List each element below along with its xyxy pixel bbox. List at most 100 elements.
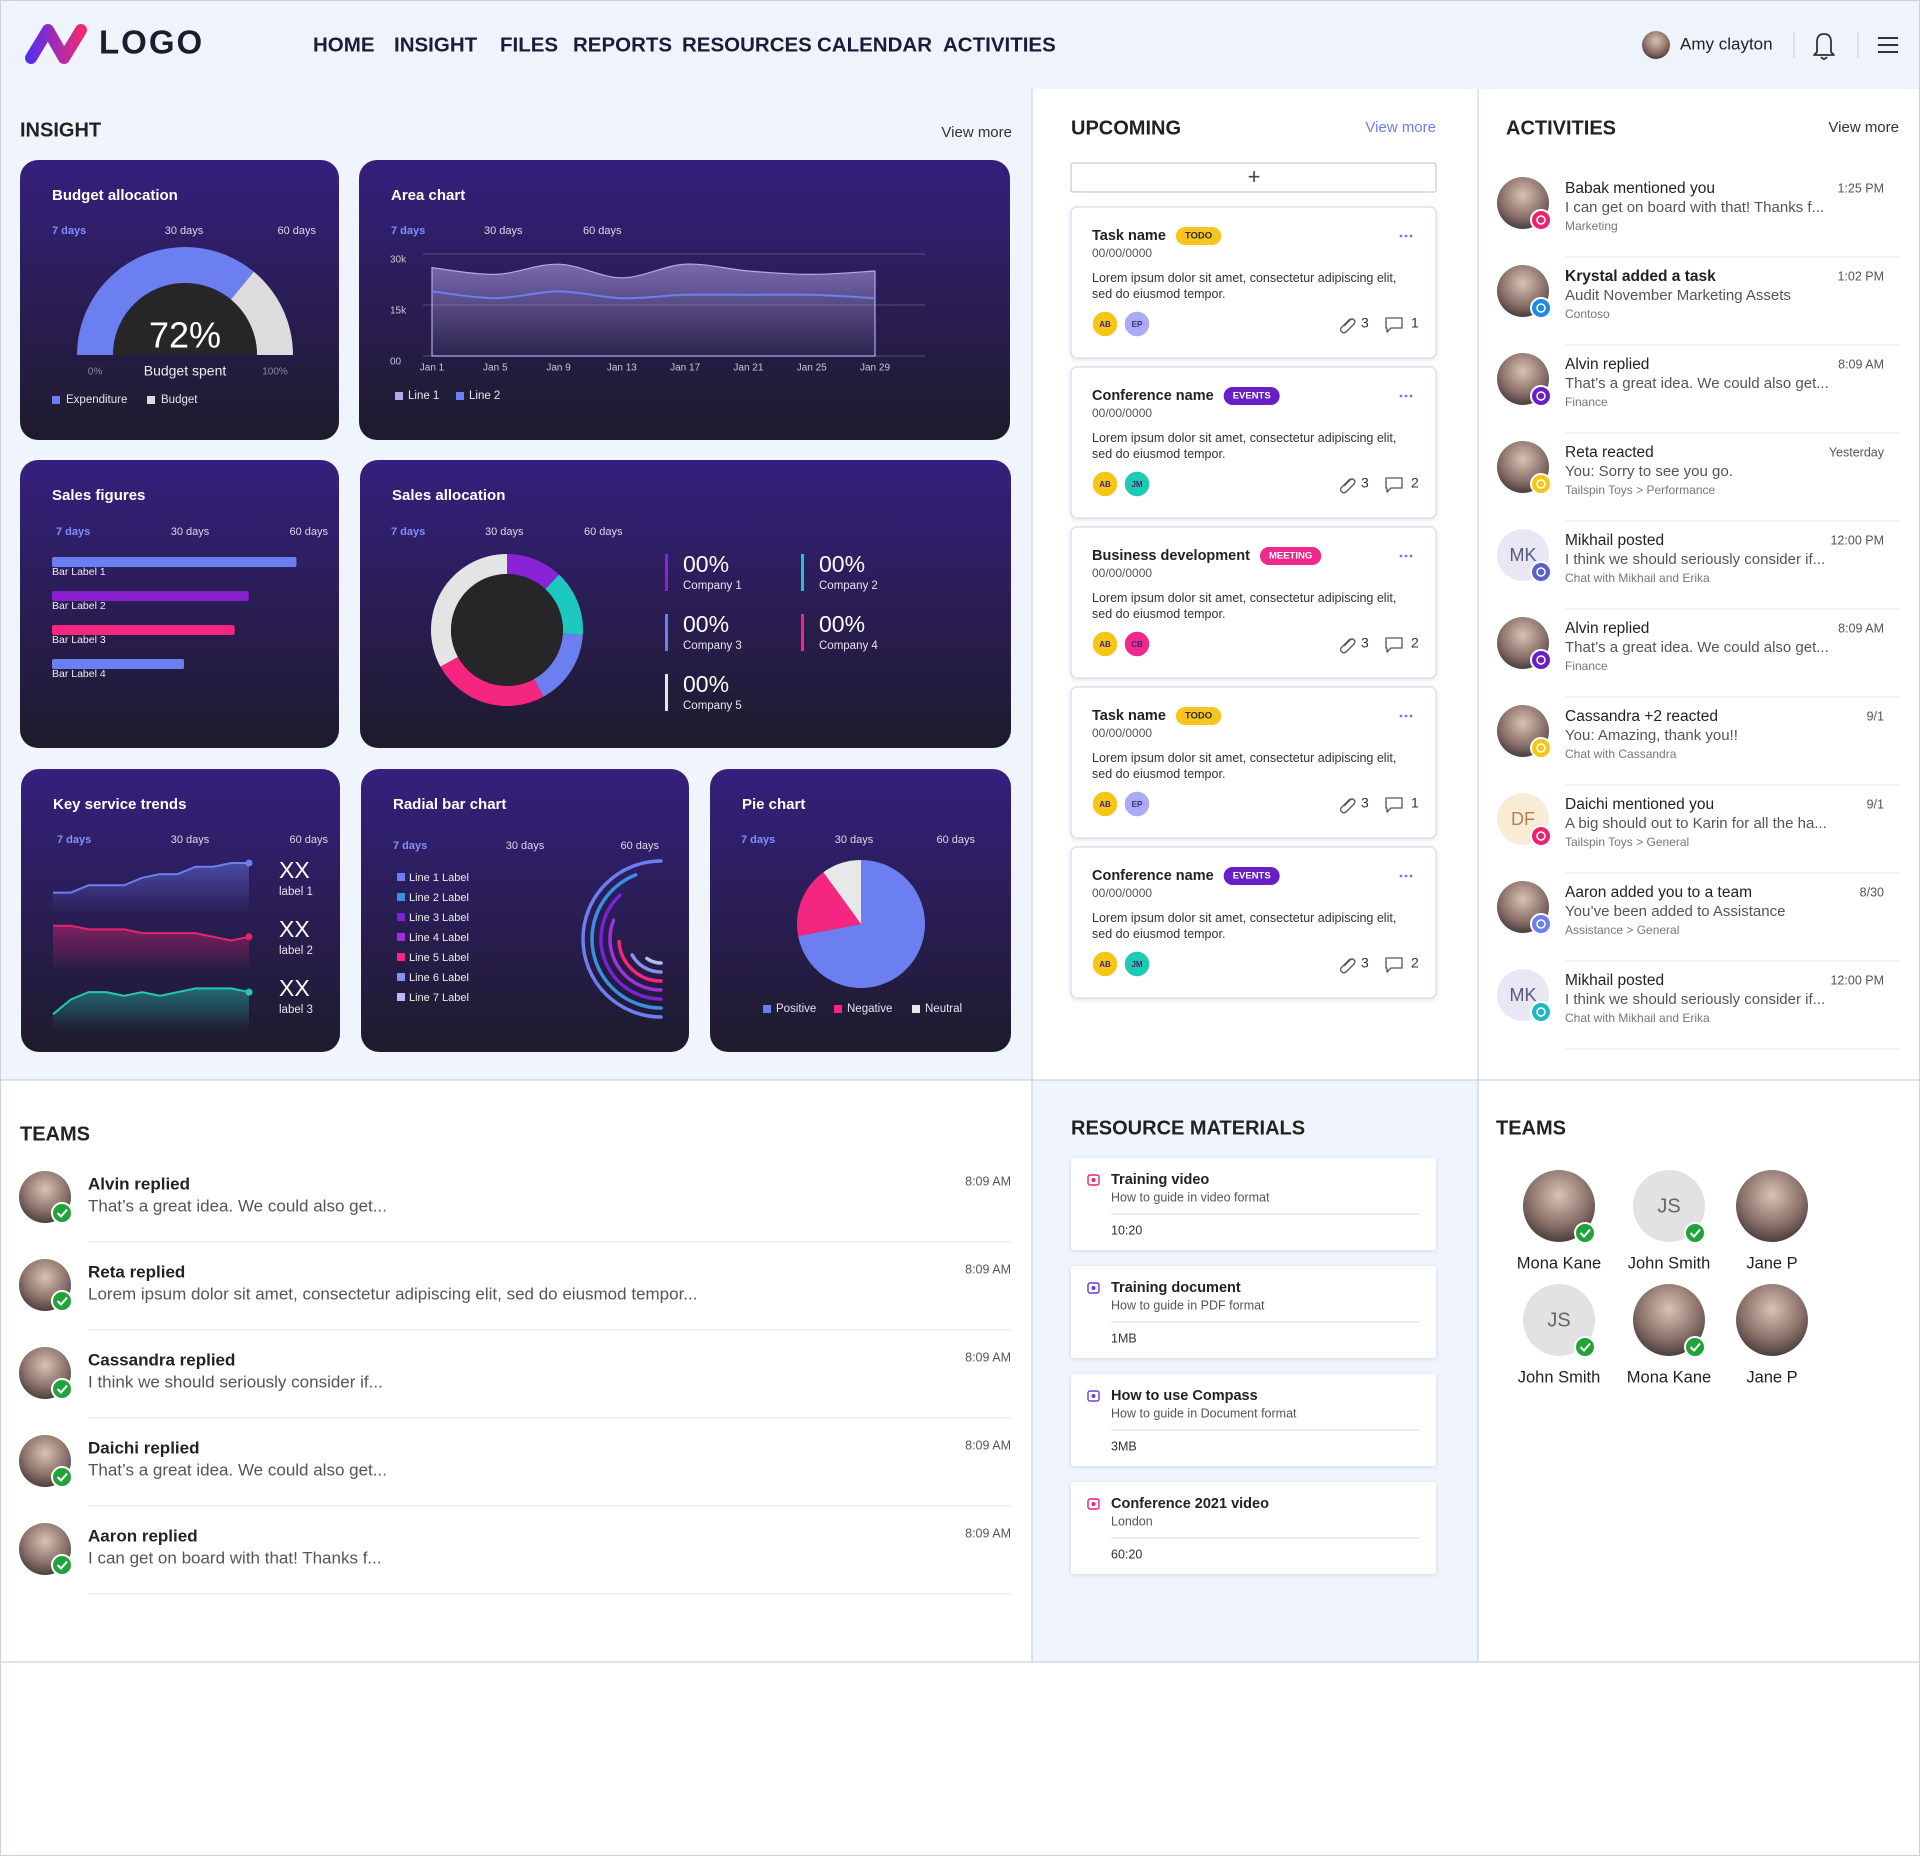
period-tab[interactable]: 30 days [506, 840, 545, 852]
task-title: Conference name [1092, 868, 1214, 884]
gauge-center [113, 283, 257, 355]
view-more[interactable]: View more [1365, 119, 1436, 136]
nav-item[interactable]: REPORTS [573, 33, 672, 56]
period-tab[interactable]: 7 days [52, 225, 86, 237]
more-dot[interactable] [1404, 394, 1408, 398]
task-avatar-initials: EP [1132, 320, 1143, 329]
period-tab[interactable]: 7 days [57, 834, 91, 846]
more-dot[interactable] [1409, 874, 1413, 878]
legend-swatch [397, 973, 405, 981]
area [431, 263, 876, 357]
member-avatar[interactable] [1523, 1284, 1595, 1356]
period-tab[interactable]: 30 days [171, 834, 210, 846]
x-tick-label: Jan 29 [860, 363, 890, 374]
period-tab[interactable]: 60 days [289, 526, 328, 538]
presence-badge [51, 1290, 73, 1312]
card-bg [20, 460, 339, 748]
radial-bar [630, 953, 663, 974]
period-tab[interactable]: 60 days [584, 526, 623, 538]
task-avatar [1091, 630, 1119, 658]
nav-item[interactable]: HOME [313, 33, 375, 56]
period-tab[interactable]: 30 days [485, 526, 524, 538]
period-tab[interactable]: 30 days [165, 225, 204, 237]
more-dot[interactable] [1399, 714, 1403, 718]
more-dot[interactable] [1399, 874, 1403, 878]
resource-bg[interactable] [1071, 1158, 1436, 1250]
more-dot[interactable] [1409, 394, 1413, 398]
period-tab[interactable]: 7 days [391, 225, 425, 237]
period-tab[interactable]: 7 days [56, 526, 90, 538]
more-dot[interactable] [1404, 554, 1408, 558]
view-more[interactable]: View more [941, 124, 1012, 141]
task-desc: Lorem ipsum dolor sit amet, consectetur … [1092, 591, 1397, 621]
nav-item[interactable]: FILES [500, 33, 558, 56]
nav-item[interactable]: INSIGHT [394, 33, 478, 56]
comment-icon [1385, 797, 1403, 813]
section-title: TEAMS [1496, 1117, 1566, 1139]
more-dot[interactable] [1399, 554, 1403, 558]
feed-time: 8:09 AM [965, 1174, 1011, 1188]
avatar-initials: DF [1511, 809, 1535, 829]
period-tab[interactable]: 60 days [583, 225, 622, 237]
more-dot[interactable] [1404, 714, 1408, 718]
resource-icon-dot [1091, 1286, 1096, 1290]
spark-label: label 3 [279, 1004, 313, 1016]
more-dot[interactable] [1409, 554, 1413, 558]
activity-title: Mikhail posted [1565, 972, 1664, 989]
avatar-initials: MK [1510, 545, 1537, 565]
member-avatar[interactable] [1633, 1284, 1705, 1356]
user-name: Amy clayton [1680, 34, 1773, 53]
more-dot[interactable] [1404, 874, 1408, 878]
period-tab[interactable]: 30 days [835, 834, 874, 846]
legend-swatch [397, 913, 405, 921]
period-tab[interactable]: 7 days [741, 834, 775, 846]
period-tab[interactable]: 7 days [391, 526, 425, 538]
period-tab[interactable]: 7 days [393, 840, 427, 852]
resource-bg[interactable] [1071, 1374, 1436, 1466]
legend-bar [665, 674, 668, 711]
presence-check [56, 1560, 68, 1570]
activity-badge [1530, 209, 1552, 231]
activity-time: Yesterday [1829, 445, 1885, 459]
legend-swatch [834, 1005, 842, 1013]
gauge-value [77, 246, 254, 355]
period-tab[interactable]: 30 days [484, 225, 523, 237]
resource-bg[interactable] [1071, 1266, 1436, 1358]
legend-bar [801, 554, 804, 591]
task-tag: MEETING [1269, 551, 1312, 562]
bell-icon[interactable] [1813, 33, 1835, 60]
task-avatar [1091, 790, 1119, 818]
task-avatar [1123, 630, 1151, 658]
comment-count: 2 [1411, 955, 1419, 971]
more-dot[interactable] [1404, 234, 1408, 238]
view-more[interactable]: View more [1828, 119, 1899, 136]
activity-context: Marketing [1565, 219, 1618, 233]
nav-item[interactable]: ACTIVITIES [943, 33, 1056, 56]
more-dot[interactable] [1399, 394, 1403, 398]
period-tab[interactable]: 60 days [277, 225, 316, 237]
activity-message: I think we should seriously consider if.… [1565, 551, 1825, 568]
activity-message: That’s a great idea. We could also get..… [1565, 375, 1829, 392]
more-dot[interactable] [1399, 234, 1403, 238]
activity-message: You’ve been added to Assistance [1565, 903, 1785, 920]
nav-item[interactable]: CALENDAR [817, 33, 932, 56]
member-avatar[interactable] [1633, 1170, 1705, 1242]
add-button[interactable] [1070, 162, 1437, 193]
resource-bg[interactable] [1071, 1482, 1436, 1574]
task-avatar [1123, 950, 1151, 978]
legend-bar [801, 614, 804, 651]
activity-time: 1:02 PM [1837, 269, 1884, 283]
activity-time: 8:09 AM [1838, 357, 1884, 371]
period-tab[interactable]: 60 days [620, 840, 659, 852]
period-tab[interactable]: 60 days [936, 834, 975, 846]
activity-time: 9/1 [1867, 797, 1884, 811]
period-tab[interactable]: 60 days [289, 834, 328, 846]
member-avatar[interactable] [1523, 1170, 1595, 1242]
period-tab[interactable]: 30 days [171, 526, 210, 538]
more-dot[interactable] [1409, 714, 1413, 718]
spark-end [245, 933, 253, 941]
more-dot[interactable] [1409, 234, 1413, 238]
member-avatar[interactable] [1736, 1170, 1808, 1242]
member-avatar[interactable] [1736, 1284, 1808, 1356]
nav-item[interactable]: RESOURCES [682, 33, 812, 56]
